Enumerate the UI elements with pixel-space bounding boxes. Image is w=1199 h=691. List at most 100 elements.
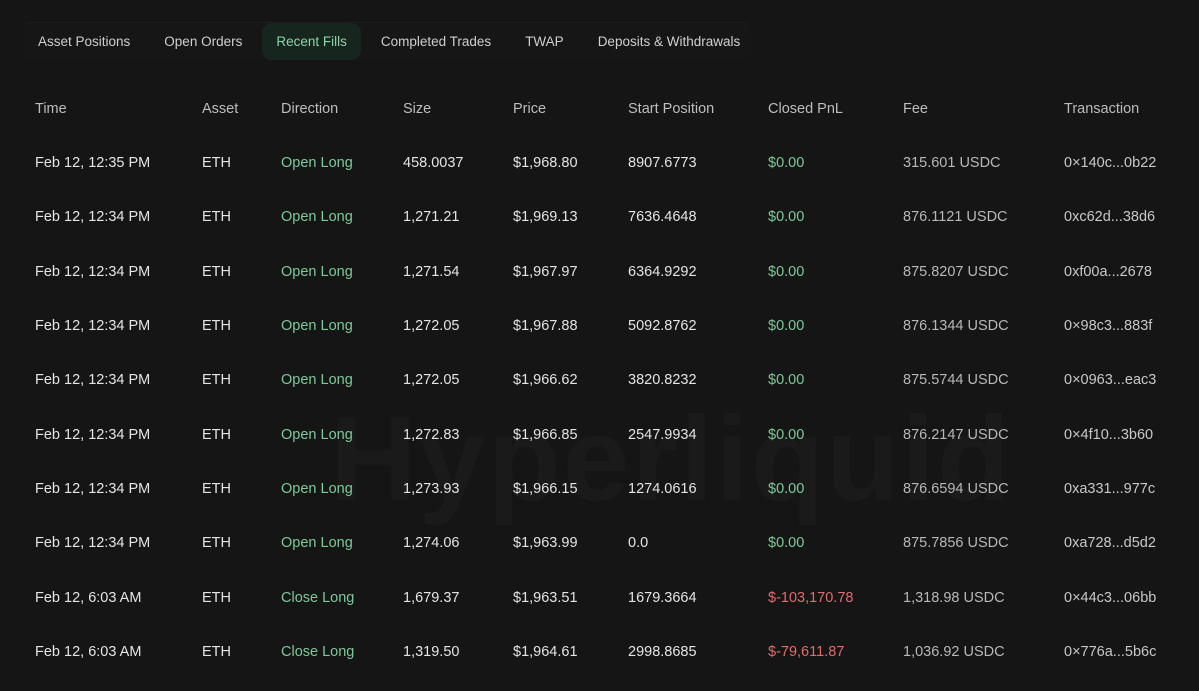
fill-price: $1,963.51 [513,589,578,606]
column-header-start-position[interactable]: Start Position [628,101,715,117]
table-body: Feb 12, 12:35 PM ETH Open Long 458.0037 $1,9… [0,136,1199,679]
table-row: Feb 12, 12:34 PM ETH Open Long 1,272.83 $1,9… [0,407,1199,461]
fill-direction: Open Long [281,318,353,335]
fill-fee: 1,318.98 USDC [903,589,1005,606]
tab-open-orders[interactable]: Open Orders [164,34,243,49]
table-row: Feb 12, 12:34 PM ETH Open Long 1,272.05 $1,9… [0,299,1199,353]
fill-fee: 875.8207 USDC [903,263,1009,280]
tab-twap[interactable]: TWAP [525,34,564,49]
table-row: Feb 12, 12:34 PM ETH Open Long 1,272.05 $1,9… [0,353,1199,407]
fill-start-position: 2547.9934 [628,426,697,443]
column-header-time[interactable]: Time [35,101,67,117]
column-header-closed-pnl[interactable]: Closed PnL [768,101,843,117]
fill-fee: 875.7856 USDC [903,535,1009,552]
fill-time: Feb 12, 12:34 PM [35,372,151,389]
fill-asset: ETH [202,643,231,660]
fill-direction: Open Long [281,535,353,552]
column-header-direction[interactable]: Direction [281,101,339,117]
column-header-asset[interactable]: Asset [202,101,239,117]
fill-time: Feb 12, 12:34 PM [35,209,151,226]
table-row: Feb 12, 12:35 PM ETH Open Long 458.0037 $1,9… [0,136,1199,190]
fill-transaction-link[interactable]: 0×44c3...06bb [1064,589,1157,606]
table-row: Feb 12, 12:34 PM ETH Open Long 1,274.06 $1,9… [0,516,1199,570]
fill-size: 1,271.54 [403,263,460,280]
fill-time: Feb 12, 12:34 PM [35,318,151,335]
fill-direction: Open Long [281,155,353,172]
fill-transaction-link[interactable]: 0xf00a...2678 [1064,263,1152,280]
fill-transaction-link[interactable]: 0xa728...d5d2 [1064,535,1156,552]
fill-asset: ETH [202,155,231,172]
fill-closed-pnl: $0.00 [768,372,805,389]
fill-price: $1,966.15 [513,480,578,497]
fill-fee: 1,036.92 USDC [903,643,1005,660]
column-header-fee[interactable]: Fee [903,101,928,117]
fill-transaction-link[interactable]: 0×4f10...3b60 [1064,426,1154,443]
table-row: Feb 12, 12:34 PM ETH Open Long 1,271.21 $1,9… [0,190,1199,244]
tab-deposits-withdrawals[interactable]: Deposits & Withdrawals [597,34,741,49]
fill-closed-pnl: $0.00 [768,263,805,280]
fill-size: 1,274.06 [403,535,460,552]
column-header-transaction[interactable]: Transaction [1064,101,1140,117]
table-row: Feb 12, 6:03 AM ETH Close Long 1,319.50 $1,9… [0,625,1199,679]
tab-completed-trades[interactable]: Completed Trades [380,34,492,49]
fill-price: $1,966.62 [513,372,578,389]
tab-asset-positions[interactable]: Asset Positions [38,34,131,49]
fill-price: $1,967.88 [513,318,578,335]
fill-direction: Open Long [281,372,353,389]
fill-transaction-link[interactable]: 0xa331...977c [1064,480,1156,497]
fill-transaction-link[interactable]: 0xc62d...38d6 [1064,209,1156,226]
fill-price: $1,963.99 [513,535,578,552]
fill-start-position: 1679.3664 [628,589,697,606]
fill-asset: ETH [202,480,231,497]
fill-direction: Close Long [281,643,355,660]
fill-direction: Open Long [281,480,353,497]
fill-closed-pnl: $-103,170.78 [768,589,854,606]
fill-asset: ETH [202,318,231,335]
fill-closed-pnl: $0.00 [768,535,805,552]
fill-size: 1,319.50 [403,643,460,660]
fill-price: $1,968.80 [513,155,578,172]
fill-start-position: 5092.8762 [628,318,697,335]
fill-transaction-link[interactable]: 0×0963...eac3 [1064,372,1157,389]
fill-asset: ETH [202,209,231,226]
fill-size: 1,272.83 [403,426,460,443]
fill-direction: Open Long [281,263,353,280]
table-header-row: Time Asset Direction Size Price Start Po… [0,82,1199,136]
fill-asset: ETH [202,426,231,443]
fill-fee: 876.2147 USDC [903,426,1009,443]
fill-asset: ETH [202,263,231,280]
fill-asset: ETH [202,535,231,552]
fill-start-position: 0.0 [628,535,649,552]
tab-recent-fills[interactable]: Recent Fills [262,23,361,60]
fill-time: Feb 12, 6:03 AM [35,589,142,606]
fill-price: $1,964.61 [513,643,578,660]
fill-closed-pnl: $0.00 [768,318,805,335]
fill-closed-pnl: $0.00 [768,209,805,226]
fill-direction: Close Long [281,589,355,606]
fill-start-position: 3820.8232 [628,372,697,389]
fill-size: 1,273.93 [403,480,460,497]
column-header-size[interactable]: Size [403,101,432,117]
fill-fee: 875.5744 USDC [903,372,1009,389]
fill-transaction-link[interactable]: 0×140c...0b22 [1064,155,1157,172]
fill-fee: 315.601 USDC [903,155,1001,172]
table-row: Feb 12, 12:34 PM ETH Open Long 1,273.93 $1,9… [0,462,1199,516]
fill-time: Feb 12, 12:34 PM [35,263,151,280]
fill-transaction-link[interactable]: 0×98c3...883f [1064,318,1153,335]
fill-fee: 876.1121 USDC [903,209,1008,226]
fill-direction: Open Long [281,426,353,443]
fill-size: 458.0037 [403,155,464,172]
fill-asset: ETH [202,589,231,606]
fill-closed-pnl: $0.00 [768,155,805,172]
fill-transaction-link[interactable]: 0×776a...5b6c [1064,643,1157,660]
fill-time: Feb 12, 12:34 PM [35,426,151,443]
fill-time: Feb 12, 12:34 PM [35,535,151,552]
column-header-price[interactable]: Price [513,101,547,117]
fill-closed-pnl: $0.00 [768,426,805,443]
fill-start-position: 1274.0616 [628,480,697,497]
fill-asset: ETH [202,372,231,389]
fill-start-position: 8907.6773 [628,155,697,172]
fill-size: 1,679.37 [403,589,460,606]
fill-time: Feb 12, 12:34 PM [35,480,151,497]
